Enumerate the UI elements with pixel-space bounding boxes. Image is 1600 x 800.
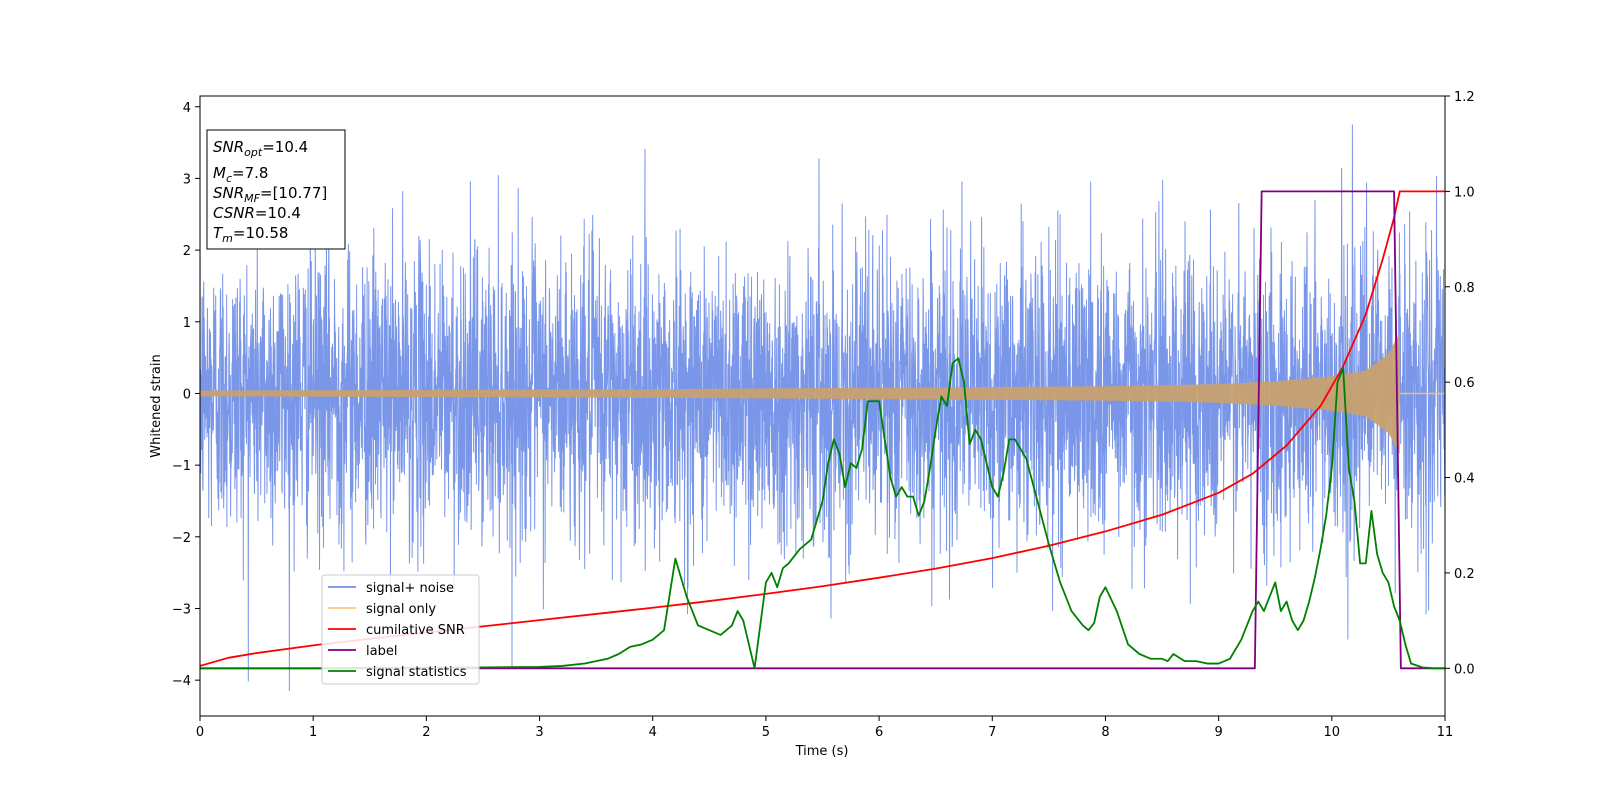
y-right-tick-label: 1.0 [1454, 185, 1475, 200]
x-tick-label: 2 [422, 725, 430, 740]
x-tick-label: 0 [196, 725, 204, 740]
x-tick-label: 3 [535, 725, 543, 740]
x-tick-label: 5 [762, 725, 770, 740]
axes: 0 1 2 3 4 5 6 7 8 9 10 1143210−1−2−3−41.21.00.80.60… [172, 90, 1475, 740]
legend-label: label [366, 644, 397, 659]
info-tm: Tm=10.58 [213, 224, 288, 245]
series-signal-only-band [200, 332, 1400, 455]
info-csnr: CSNR=10.4 [213, 204, 301, 222]
legend-label: signal statistics [366, 665, 467, 680]
legend-label: signal+ noise [366, 581, 454, 596]
series-label-line [200, 190, 1445, 670]
y-right-tick-label: 1.2 [1454, 90, 1475, 105]
legend: signal+ noise signal only cumilative SNR la… [321, 574, 480, 685]
x-tick-label: 7 [988, 725, 996, 740]
info-box-frame [206, 129, 346, 250]
x-tick-label: 8 [1101, 725, 1109, 740]
y-left-tick-label: 4 [183, 101, 191, 116]
legend-frame [321, 574, 480, 685]
x-tick-label: 4 [649, 725, 657, 740]
y-right-tick-label: 0.0 [1454, 662, 1475, 677]
x-tick-label: 9 [1214, 725, 1222, 740]
x-tick-label: 6 [875, 725, 883, 740]
y-left-tick-label: 3 [183, 172, 191, 187]
x-axis-label: Time (s) [795, 744, 849, 759]
y-left-tick-label: −1 [172, 459, 191, 474]
legend-label: signal only [366, 602, 436, 617]
y-left-tick-label: −3 [172, 602, 191, 617]
y-left-tick-label: −4 [172, 674, 191, 689]
y-right-tick-label: 0.6 [1454, 376, 1475, 391]
y-axis-label: Whitened strain [149, 354, 164, 457]
info-snr-mf: SNRMF=[10.77] [213, 184, 327, 205]
x-tick-label: 11 [1437, 725, 1454, 740]
y-right-tick-label: 0.4 [1454, 472, 1475, 487]
series-signal-noise-line [200, 124, 1445, 691]
info-mc: Mc=7.8 [213, 164, 268, 185]
x-tick-label: 10 [1324, 725, 1341, 740]
y-left-tick-label: 2 [183, 244, 191, 259]
plot-frame [199, 95, 1446, 717]
y-left-tick-label: 0 [183, 387, 191, 402]
y-left-tick-label: −2 [172, 531, 191, 546]
y-right-tick-label: 0.8 [1454, 281, 1475, 296]
y-left-tick-label: 1 [183, 316, 191, 331]
y-right-tick-label: 0.2 [1454, 567, 1475, 582]
info-snr-opt: SNRopt=10.4 [213, 138, 308, 159]
series-signal-statistics-line [200, 357, 1445, 670]
x-tick-label: 1 [309, 725, 317, 740]
legend-label: cumilative SNR [366, 623, 465, 638]
